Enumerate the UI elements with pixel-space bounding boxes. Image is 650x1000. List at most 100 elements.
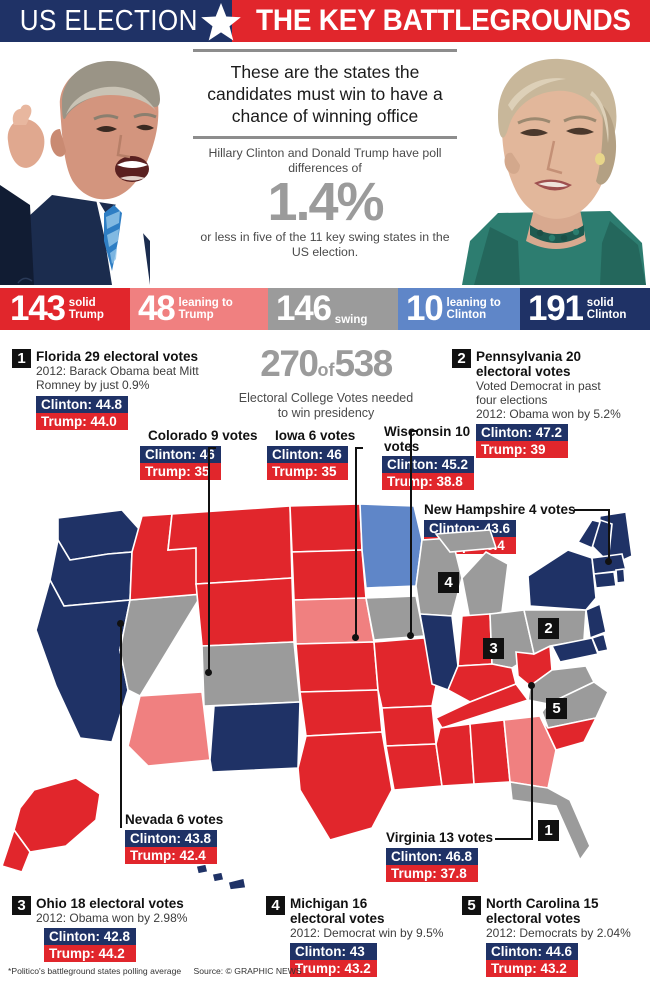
map-marker-florida[interactable]: 1 — [538, 820, 559, 841]
poll-trump-wisconsin: Trump: 38.8 — [382, 473, 475, 490]
marker-pennsylvania: 2 — [452, 349, 471, 368]
poll-clinton-wisconsin: Clinton: 45.2 — [382, 456, 475, 473]
state-arkansas — [381, 705, 437, 747]
us-electoral-map: 4 2 3 5 1 — [0, 490, 650, 900]
intro-rule-top — [193, 49, 457, 52]
state-title-florida: Florida 29 electoral votes — [36, 349, 199, 364]
state-colorado — [201, 641, 301, 707]
poll-trump-north-carolina: Trump: 43.2 — [486, 960, 579, 977]
leader-line-virginia — [495, 838, 533, 840]
bar-label-solid-clinton: solid Clinton — [586, 296, 627, 321]
state-mississippi — [435, 723, 475, 787]
state-sub-michigan: 2012: Democrat win by 9.5% — [290, 926, 444, 940]
poll-trump-iowa: Trump: 35 — [267, 463, 348, 480]
poll-ohio: Clinton: 42.8 Trump: 44.2 — [44, 928, 137, 962]
intro-headline: These are the states the candidates must… — [207, 62, 443, 126]
state-nevada — [119, 593, 204, 698]
state-louisiana — [385, 743, 443, 791]
leader-line-nevada — [120, 623, 122, 828]
poll-colorado: Clinton: 46 Trump: 35 — [140, 446, 221, 480]
state-iowa — [365, 595, 425, 641]
bar-value-swing: 146 — [276, 289, 332, 328]
state-maryland — [550, 637, 600, 663]
state-wyoming — [195, 577, 295, 647]
state-card-iowa: Iowa 6 votes Clinton: 46 Trump: 35 — [267, 428, 355, 481]
marker-michigan: 4 — [266, 896, 285, 915]
state-kansas — [295, 641, 379, 693]
state-michigan-upper — [434, 529, 498, 553]
donald-trump-photo — [0, 45, 200, 285]
header-title-right: THE KEY BATTLEGROUNDS — [255, 4, 631, 37]
state-north-dakota — [289, 503, 363, 553]
poll-clinton-florida: Clinton: 44.8 — [36, 396, 129, 413]
state-nebraska — [293, 597, 375, 645]
poll-clinton-nevada: Clinton: 43.8 — [125, 830, 218, 847]
poll-difference-trail: or less in five of the 11 key swing stat… — [200, 230, 450, 259]
intro-text-column: These are the states the candidates must… — [193, 49, 457, 259]
state-florida — [509, 781, 591, 862]
electoral-college-threshold: 270of538 Electoral College Votes needed … — [228, 345, 424, 420]
state-card-virginia: Virginia 13 votes Clinton: 46.8 Trump: 3… — [386, 830, 493, 883]
state-card-colorado: Colorado 9 votes Clinton: 46 Trump: 35 — [140, 428, 258, 481]
poll-nevada: Clinton: 43.8 Trump: 42.4 — [125, 830, 218, 864]
poll-florida: Clinton: 44.8 Trump: 44.0 — [36, 396, 129, 430]
marker-ohio: 3 — [12, 896, 31, 915]
state-arizona — [127, 691, 211, 767]
state-new-mexico — [209, 701, 301, 773]
state-hawaii-2 — [211, 871, 225, 883]
poll-iowa: Clinton: 46 Trump: 35 — [267, 446, 348, 480]
state-minnesota — [359, 503, 423, 589]
intro-rule-bottom — [193, 136, 457, 139]
state-sub-florida: 2012: Barack Obama beat Mitt Romney by j… — [36, 364, 199, 392]
intro-panel: These are the states the candidates must… — [0, 45, 650, 285]
header-divider — [0, 42, 650, 45]
state-card-ohio: 3 Ohio 18 electoral votes 2012: Obama wo… — [12, 896, 232, 963]
state-title-nevada: Nevada 6 votes — [125, 812, 224, 827]
map-marker-pennsylvania[interactable]: 2 — [538, 618, 559, 639]
poll-trump-colorado: Trump: 35 — [140, 463, 221, 480]
state-card-nevada: Nevada 6 votes Clinton: 43.8 Trump: 42.4 — [125, 812, 223, 865]
leader-elbow-wisconsin — [410, 430, 418, 432]
poll-clinton-north-carolina: Clinton: 44.6 — [486, 943, 579, 960]
state-south-carolina — [539, 715, 598, 751]
threshold-number: 270of538 — [260, 343, 393, 384]
poll-clinton-michigan: Clinton: 43 — [290, 943, 377, 960]
state-title-virginia: Virginia 13 votes — [386, 830, 494, 845]
poll-wisconsin: Clinton: 45.2 Trump: 38.8 — [382, 456, 475, 490]
poll-trump-pennsylvania: Trump: 39 — [476, 441, 569, 458]
state-michigan-lower — [461, 550, 509, 621]
leader-elbow-virginia — [531, 685, 533, 839]
state-alabama — [469, 719, 511, 785]
state-title-north-carolina: North Carolina 15 electoral votes — [486, 896, 599, 926]
state-card-pennsylvania: 2 Pennsylvania 20 electoral votes Voted … — [452, 349, 648, 459]
poll-trump-nevada: Trump: 42.4 — [125, 847, 218, 864]
bar-segment-leaning-trump: 48 leaning to Trump — [130, 288, 268, 330]
state-vermont — [576, 519, 602, 550]
state-card-michigan: 4 Michigan 16 electoral votes 2012: Demo… — [266, 896, 486, 978]
state-sub-pennsylvania: Voted Democrat in past four elections 20… — [476, 379, 621, 421]
state-oklahoma — [299, 689, 383, 737]
poll-pennsylvania: Clinton: 47.2 Trump: 39 — [476, 424, 569, 458]
state-card-north-carolina: 5 North Carolina 15 electoral votes 2012… — [462, 896, 648, 978]
poll-trump-virginia: Trump: 37.8 — [386, 865, 479, 882]
leader-elbow-iowa — [355, 447, 363, 449]
poll-virginia: Clinton: 46.8 Trump: 37.8 — [386, 848, 479, 882]
leader-dot-new-hampshire — [605, 558, 612, 565]
header-left-block: US ELECTION — [0, 0, 232, 42]
bar-label-leaning-trump: leaning to Trump — [178, 296, 233, 321]
state-hawaii-1 — [195, 863, 209, 875]
state-card-wisconsin: Wisconsin 10 votes Clinton: 45.2 Trump: … — [376, 424, 475, 491]
poll-clinton-colorado: Clinton: 46 — [140, 446, 221, 463]
map-marker-ohio[interactable]: 3 — [483, 638, 504, 659]
map-marker-north-carolina[interactable]: 5 — [546, 698, 567, 719]
poll-clinton-pennsylvania: Clinton: 47.2 — [476, 424, 569, 441]
leader-dot-colorado — [205, 669, 212, 676]
state-title-wisconsin: Wisconsin 10 votes — [384, 424, 471, 454]
map-marker-michigan[interactable]: 4 — [438, 572, 459, 593]
leader-dot-iowa — [352, 634, 359, 641]
bar-label-swing: swing — [334, 313, 368, 326]
leader-dot-wisconsin — [407, 632, 414, 639]
page-header: US ELECTION THE KEY BATTLEGROUNDS — [0, 0, 650, 42]
poll-clinton-virginia: Clinton: 46.8 — [386, 848, 479, 865]
